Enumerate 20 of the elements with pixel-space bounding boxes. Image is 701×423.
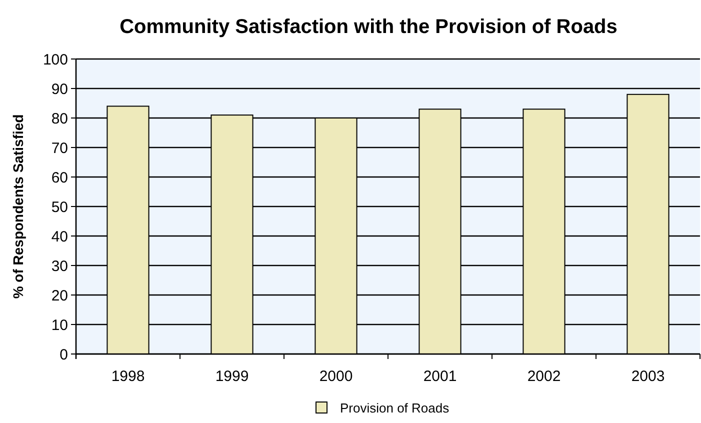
y-tick-label: 40 [51, 228, 68, 246]
x-tick-label: 2003 [631, 368, 665, 385]
y-tick-label: 50 [51, 198, 68, 216]
x-tick-label: 1999 [215, 368, 249, 385]
legend-label: Provision of Roads [340, 400, 450, 416]
chart-title: Community Satisfaction with the Provision of Roads [120, 16, 618, 38]
x-tick-label: 2001 [423, 368, 457, 385]
y-tick-label: 60 [51, 169, 68, 186]
y-tick-label: 80 [51, 110, 68, 128]
y-tick-label: 90 [51, 80, 68, 98]
x-tick-label: 2000 [319, 368, 353, 385]
x-tick-label: 2002 [527, 368, 561, 385]
y-axis-title: % of Respondents Satisfied [10, 114, 26, 299]
x-tick-label: 1998 [111, 368, 145, 385]
y-tick-label: 70 [51, 140, 68, 157]
y-tick-label: 100 [42, 51, 68, 68]
y-tick-label: 10 [51, 316, 68, 334]
y-tick-label: 0 [60, 346, 68, 364]
y-tick-label: 30 [51, 258, 68, 275]
y-tick-label: 20 [51, 287, 68, 304]
